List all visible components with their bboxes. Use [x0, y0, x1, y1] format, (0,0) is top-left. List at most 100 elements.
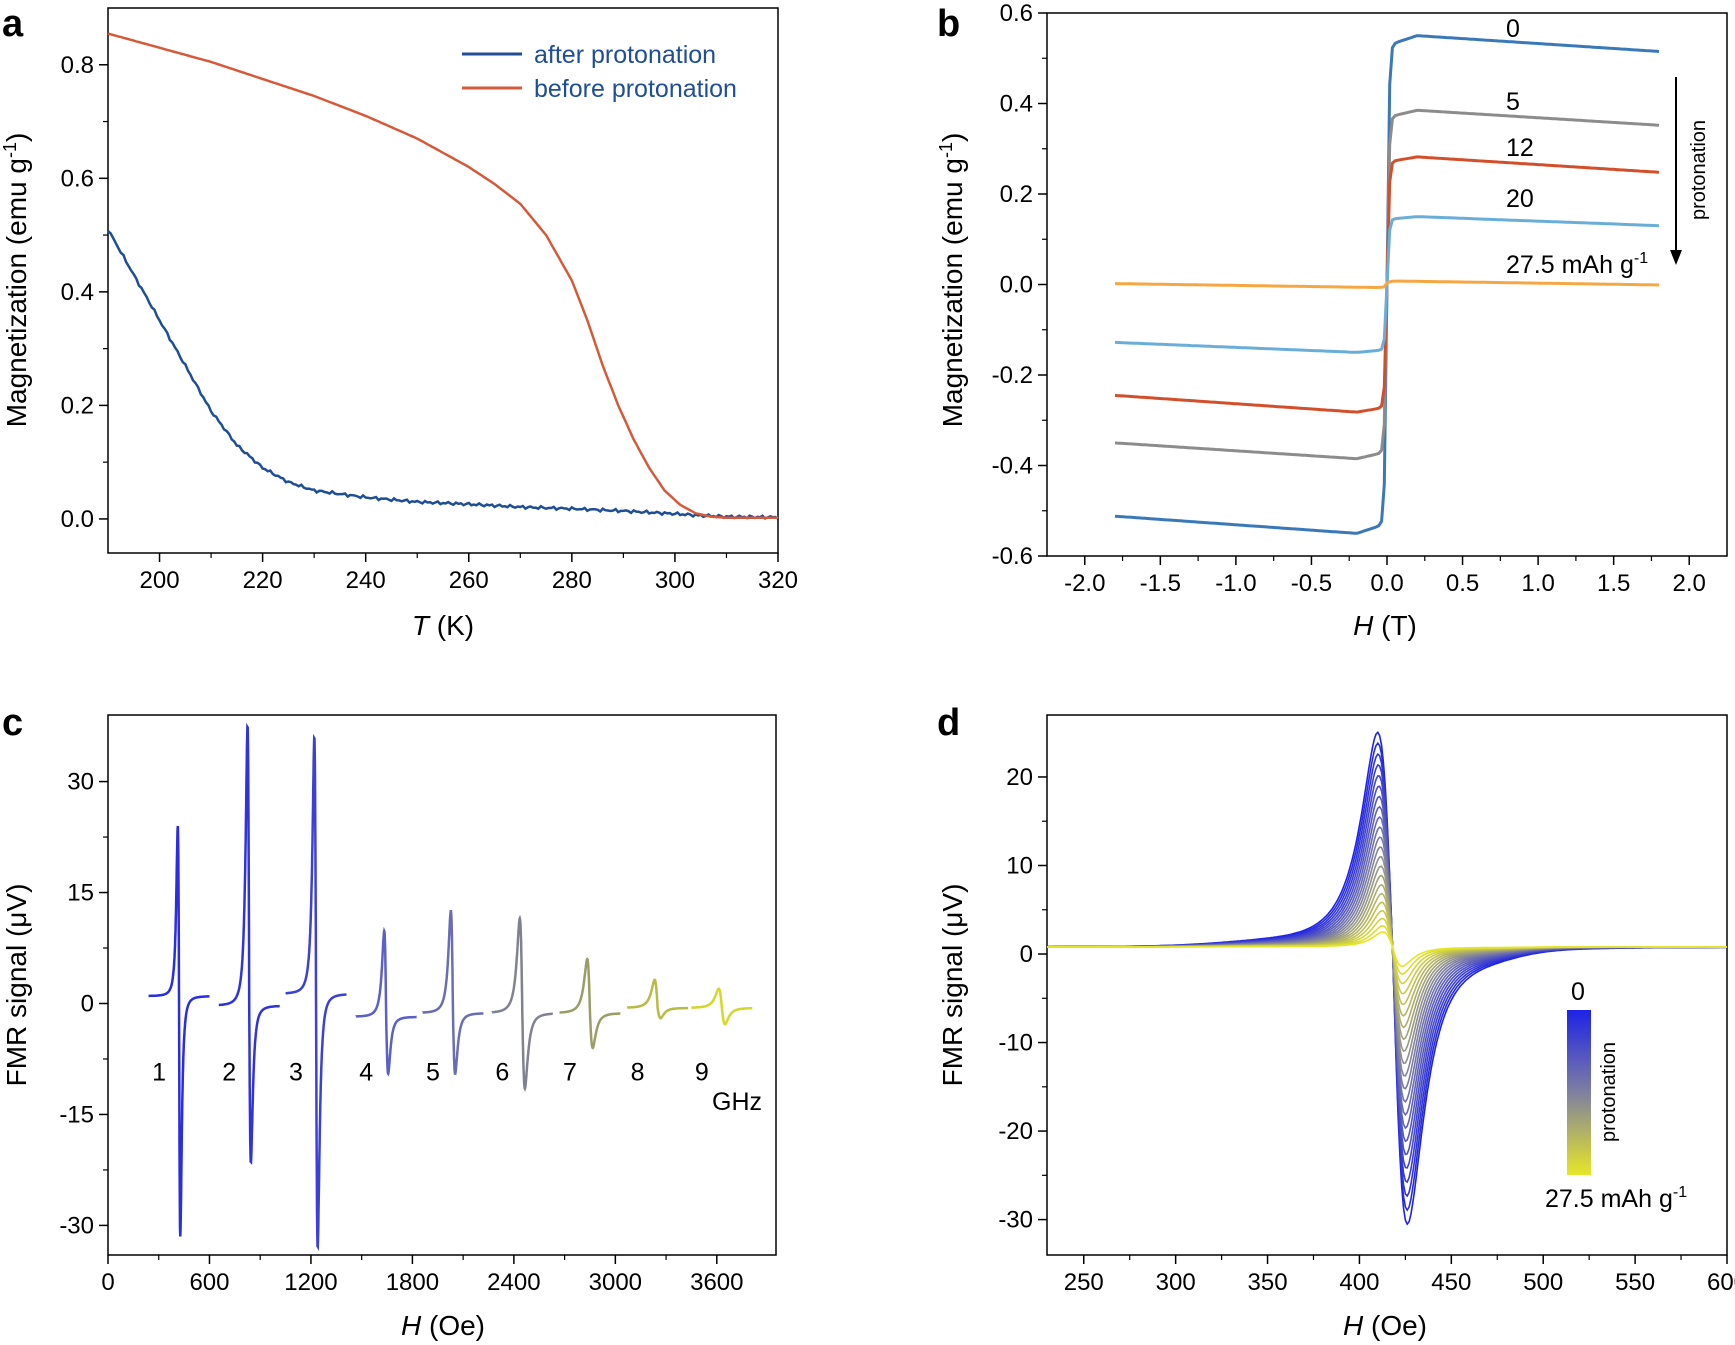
curve-label-12: 12 — [1506, 134, 1534, 162]
frequency-label: 8 — [631, 1058, 645, 1086]
panel-label-b: b — [937, 3, 960, 45]
legend-label-before: before protonation — [534, 75, 737, 103]
series-line-after — [107, 230, 779, 520]
x-tick-label: 220 — [243, 567, 283, 594]
y-tick-label: 0.0 — [61, 506, 94, 533]
legend-label-after: after protonation — [534, 41, 716, 69]
fmr-curve-7ghz — [559, 957, 621, 1050]
x-tick-label: 2400 — [487, 1269, 540, 1296]
y-tick-label: 0.4 — [1000, 91, 1033, 118]
x-tick-label: 450 — [1431, 1269, 1471, 1296]
y-tick-label: 0 — [81, 990, 94, 1017]
frequency-label: 7 — [563, 1058, 577, 1086]
x-tick-label: 550 — [1615, 1269, 1655, 1296]
panel-d-frame — [1046, 714, 1728, 1256]
fmr-curve-2ghz — [218, 722, 280, 1165]
y-tick-label: 10 — [1006, 852, 1033, 879]
fmr-curve-6ghz — [491, 914, 553, 1092]
x-tick-label: 0.0 — [1370, 570, 1403, 597]
y-tick-label: -0.4 — [992, 453, 1033, 480]
fmr-curve-3ghz — [285, 733, 347, 1252]
frequency-label: 6 — [495, 1058, 509, 1086]
curve-label-5: 5 — [1506, 88, 1520, 116]
y-tick-label: -0.6 — [992, 543, 1033, 570]
protonation-arrowhead — [1670, 250, 1682, 265]
x-tick-label: 1800 — [386, 1269, 439, 1296]
y-tick-label: 0.8 — [61, 52, 94, 79]
y-tick-label: -20 — [998, 1118, 1033, 1145]
y-tick-label: 20 — [1006, 764, 1033, 791]
x-tick-label: 1.5 — [1597, 570, 1630, 597]
y-tick-label: 0.0 — [1000, 272, 1033, 299]
unit-label-ghz: GHz — [712, 1088, 762, 1116]
frequency-label: 2 — [222, 1058, 236, 1086]
frequency-label: 1 — [152, 1058, 166, 1086]
curve-label-0: 0 — [1506, 15, 1520, 43]
x-tick-label: 2.0 — [1673, 570, 1706, 597]
y-tick-label: 0 — [1020, 941, 1033, 968]
y-tick-label: 0.6 — [1000, 0, 1033, 27]
y-tick-label: 0.4 — [61, 279, 94, 306]
curve-label-27-5: 27.5 mAh g-1 — [1506, 250, 1648, 279]
fmr-curve-5ghz — [422, 910, 484, 1075]
y-tick-label: 0.2 — [1000, 181, 1033, 208]
x-tick-label: 600 — [189, 1269, 229, 1296]
y-tick-label: 15 — [67, 880, 94, 907]
y-tick-label: -30 — [998, 1207, 1033, 1234]
protonation-label: protonation — [1688, 120, 1710, 220]
x-tick-label: 0.5 — [1446, 570, 1479, 597]
panel-d-xlabel: H (Oe) — [1343, 1310, 1427, 1341]
fmr-curve-protonation-step — [1047, 931, 1727, 968]
x-tick-label: 300 — [1156, 1269, 1196, 1296]
y-tick-label: -0.2 — [992, 362, 1033, 389]
panel-c-chart: 0 600 1200 1800 2400 3000 3600 -30 -15 0 15 30 1 2 3 4… — [1, 714, 777, 1341]
x-tick-label: 500 — [1523, 1269, 1563, 1296]
y-tick-label: 0.6 — [61, 165, 94, 192]
panel-b-chart: -2.0 -1.5 -1.0 -0.5 0.0 0.5 1.0 1.5 2.0 -0.6 -0.4 -… — [936, 0, 1728, 641]
panel-a-legend: after protonation before protonation — [462, 41, 737, 103]
y-tick-label: -15 — [59, 1101, 94, 1128]
x-tick-label: -0.5 — [1291, 570, 1332, 597]
frequency-label: 4 — [359, 1058, 373, 1086]
panel-a-ylabel: Magnetization (emu g-1) — [0, 133, 32, 428]
x-tick-label: 320 — [758, 567, 798, 594]
x-tick-label: 280 — [552, 567, 592, 594]
panel-d-ylabel: FMR signal (μV) — [937, 884, 968, 1087]
x-tick-label: -1.5 — [1140, 570, 1181, 597]
panel-label-a: a — [2, 3, 24, 45]
y-tick-label: -30 — [59, 1212, 94, 1239]
x-tick-label: 0 — [101, 1269, 114, 1296]
panel-label-d: d — [937, 702, 960, 744]
x-tick-label: 350 — [1248, 1269, 1288, 1296]
fmr-curve-1ghz — [148, 825, 210, 1237]
panel-b-curve-labels: 0 5 12 20 27.5 mAh g-1 — [1506, 15, 1648, 279]
fmr-curve-4ghz — [355, 926, 417, 1077]
y-tick-label: -10 — [998, 1030, 1033, 1057]
x-tick-label: 240 — [346, 567, 386, 594]
colorbar-protonation-label: protonation — [1598, 1042, 1620, 1142]
y-tick-label: 0.2 — [61, 392, 94, 419]
panel-c-frame — [107, 714, 777, 1256]
frequency-label: 3 — [289, 1058, 303, 1086]
frequency-label: 9 — [695, 1058, 709, 1086]
x-tick-label: 600 — [1707, 1269, 1735, 1296]
curve-label-20: 20 — [1506, 185, 1534, 213]
fmr-curve-9ghz — [691, 987, 753, 1026]
panel-b-ylabel: Magnetization (emu g-1) — [936, 133, 968, 428]
x-tick-label: 3600 — [690, 1269, 743, 1296]
panel-b-xlabel: H (T) — [1353, 610, 1417, 641]
series-line-before — [107, 32, 778, 520]
y-tick-label: 30 — [67, 769, 94, 796]
panel-c-ylabel: FMR signal (μV) — [1, 884, 32, 1087]
panel-c-xlabel: H (Oe) — [401, 1310, 485, 1341]
x-tick-label: 200 — [140, 567, 180, 594]
colorbar — [1567, 1010, 1591, 1175]
fmr-curve-8ghz — [626, 978, 689, 1020]
fmr-curve-protonation-step — [1047, 741, 1727, 1212]
x-tick-label: -1.0 — [1215, 570, 1256, 597]
x-tick-label: 250 — [1064, 1269, 1104, 1296]
x-tick-label: 300 — [655, 567, 695, 594]
colorbar-top-label: 0 — [1571, 978, 1585, 1006]
frequency-label: 5 — [426, 1058, 440, 1086]
